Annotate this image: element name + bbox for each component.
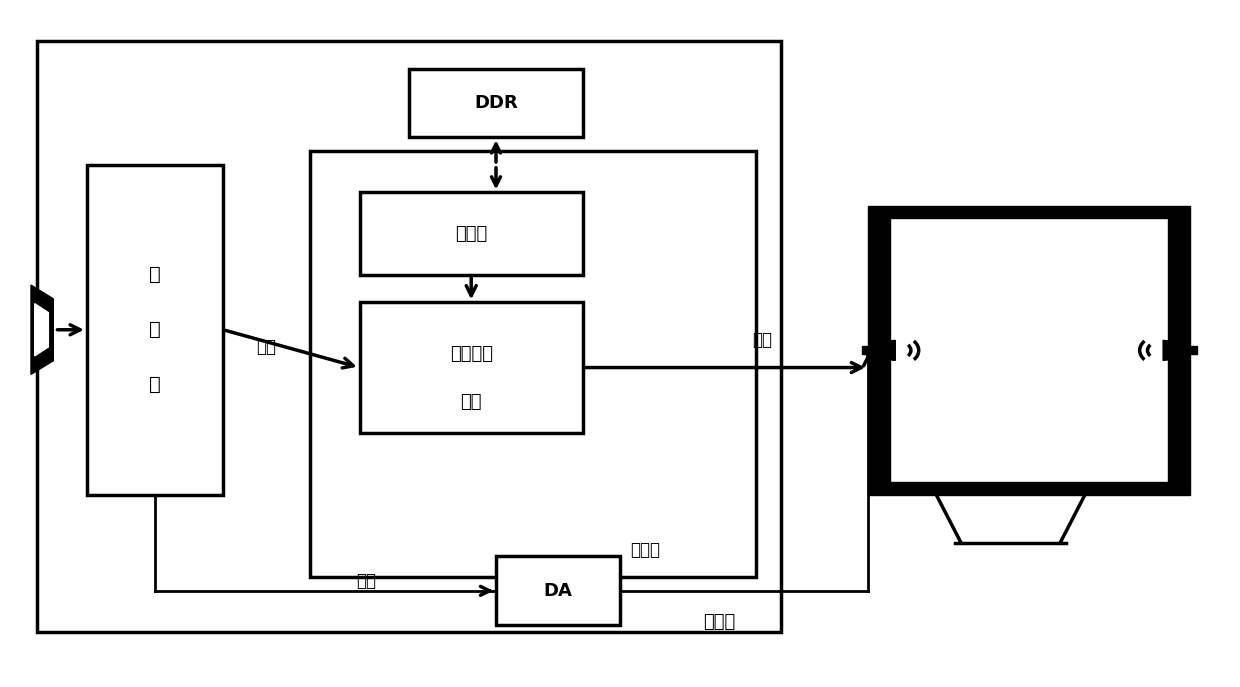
- Bar: [409, 69, 583, 137]
- Text: 器: 器: [149, 375, 161, 394]
- Polygon shape: [1163, 340, 1183, 361]
- Bar: [310, 151, 756, 577]
- Polygon shape: [1183, 346, 1197, 354]
- Polygon shape: [874, 340, 895, 361]
- Text: 系统板: 系统板: [703, 613, 735, 631]
- Bar: [37, 41, 781, 632]
- Bar: [868, 206, 1190, 495]
- Text: DA: DA: [543, 582, 573, 600]
- Text: 视频: 视频: [753, 331, 773, 349]
- Text: 视频: 视频: [257, 338, 277, 356]
- Text: 视频处理: 视频处理: [450, 345, 492, 363]
- Text: 码: 码: [149, 320, 161, 339]
- Bar: [890, 218, 1168, 482]
- Bar: [87, 165, 223, 495]
- Text: 处理器: 处理器: [630, 541, 660, 559]
- Text: 控制器: 控制器: [455, 225, 487, 243]
- Bar: [360, 302, 583, 433]
- Polygon shape: [862, 346, 874, 354]
- Text: 解: 解: [149, 265, 161, 284]
- Text: 单元: 单元: [460, 393, 482, 411]
- Polygon shape: [31, 285, 53, 374]
- Polygon shape: [35, 304, 48, 356]
- Text: DDR: DDR: [474, 94, 518, 112]
- Bar: [360, 192, 583, 275]
- Text: 音频: 音频: [356, 572, 376, 589]
- Bar: [496, 556, 620, 625]
